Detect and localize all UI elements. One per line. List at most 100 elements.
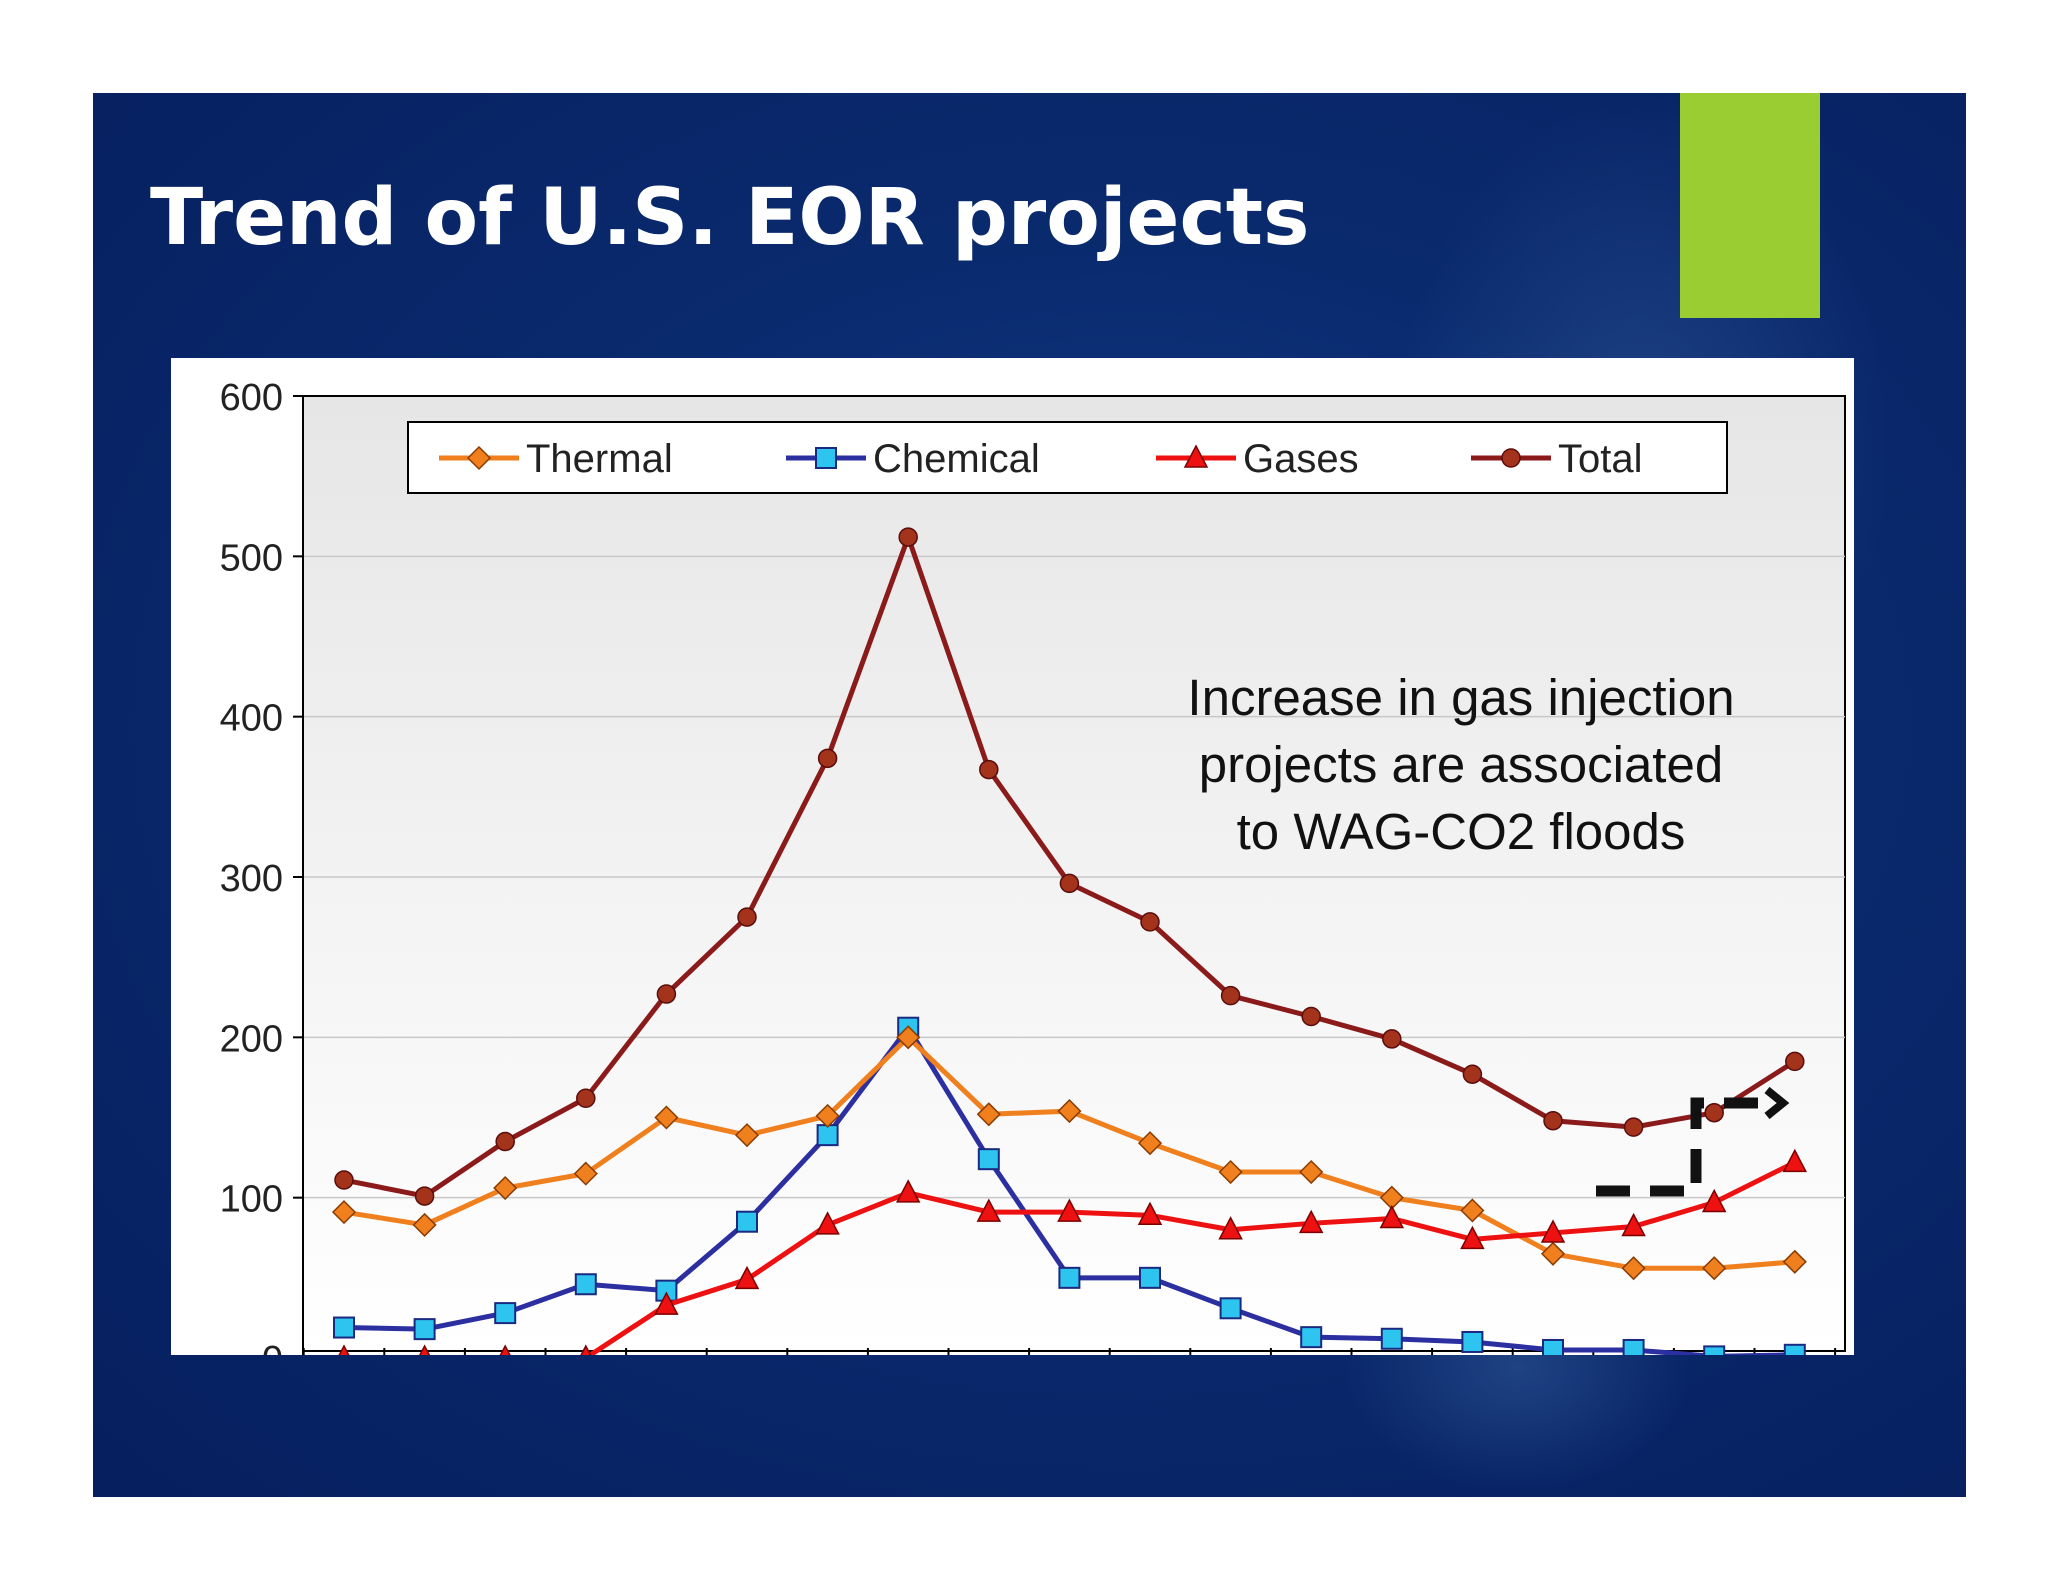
- circle-marker: [1462, 1064, 1483, 1084]
- gridlines: [303, 555, 1845, 1199]
- square-marker: [1380, 1327, 1403, 1350]
- square-marker: [494, 1302, 517, 1325]
- circle-marker: [979, 759, 999, 780]
- diamond-marker: [466, 445, 492, 471]
- diamond-marker: [1782, 1249, 1807, 1274]
- triangle-marker: [1701, 1188, 1727, 1213]
- square-marker: [1783, 1343, 1806, 1355]
- y-tick-label: 500: [220, 537, 283, 579]
- circle-marker: [576, 1088, 596, 1109]
- annotation: Increase in gas injection projects are a…: [1187, 669, 1734, 860]
- legend-label: Thermal: [526, 437, 673, 481]
- triangle-marker: [1298, 1209, 1324, 1234]
- triangle-marker: [895, 1179, 921, 1203]
- series-layer: [331, 527, 1808, 1355]
- circle-marker: [1785, 1051, 1805, 1072]
- legend-item-chemical: Chemical: [786, 437, 1040, 481]
- square-marker: [1461, 1330, 1484, 1353]
- triangle-marker: [580, 1344, 592, 1355]
- plot-area: [302, 395, 1846, 1352]
- diamond-marker: [976, 1102, 1001, 1127]
- circle-marker: [334, 1170, 354, 1190]
- diamond-marker: [1702, 1256, 1727, 1281]
- slide-background: Trend of U.S. EOR projects 0 100 200 300 400…: [93, 93, 1966, 1497]
- circle-marker: [1301, 1006, 1321, 1027]
- triangle-marker: [654, 1291, 679, 1315]
- square-marker: [413, 1318, 436, 1341]
- diamond-marker: [896, 1025, 921, 1050]
- y-axis: 0 100 200 300 400 500 600: [220, 377, 304, 1355]
- diamond-marker: [654, 1105, 679, 1130]
- accent-block: [1680, 93, 1820, 318]
- series-gases: [338, 1148, 1808, 1355]
- diamond-marker: [331, 1200, 357, 1225]
- series-total: [334, 527, 1805, 1206]
- triangle-marker: [1183, 444, 1209, 468]
- legend-label: Gases: [1243, 437, 1359, 481]
- chart-panel: 0 100 200 300 400 500 600 Increase in gas inje…: [171, 358, 1854, 1355]
- square-marker: [1219, 1297, 1242, 1320]
- triangle-marker: [1057, 1198, 1082, 1222]
- diamond-marker: [734, 1123, 760, 1148]
- triangle-marker: [1137, 1201, 1163, 1226]
- slide-title: Trend of U.S. EOR projects: [150, 173, 1310, 263]
- legend-item-gases: Gases: [1156, 437, 1359, 481]
- legend-label: Total: [1558, 437, 1643, 481]
- x-axis-ticks: [302, 1348, 1837, 1355]
- square-marker: [1622, 1338, 1645, 1355]
- eor-projects-chart: 0 100 200 300 400 500 600 Increase in gas inje…: [220, 377, 1846, 1355]
- circle-marker: [737, 907, 757, 927]
- y-tick-label: 100: [220, 1179, 283, 1221]
- y-tick-label: 300: [220, 858, 283, 900]
- legend: Thermal Chemical Gases Total: [407, 421, 1728, 494]
- square-marker: [816, 1124, 839, 1147]
- circle-marker: [1704, 1102, 1724, 1123]
- diamond-marker: [1057, 1099, 1082, 1124]
- diamond-marker: [573, 1161, 598, 1186]
- circle-marker: [495, 1131, 515, 1152]
- diamond-marker: [1218, 1159, 1243, 1185]
- square-marker: [1300, 1326, 1323, 1349]
- square-marker: [333, 1316, 355, 1339]
- square-marker: [977, 1148, 1000, 1171]
- circle-marker: [656, 984, 677, 1004]
- triangle-marker: [1540, 1219, 1566, 1243]
- annotation-line-1: Increase in gas injection: [1187, 669, 1734, 726]
- legend-item-total: Total: [1471, 437, 1643, 481]
- circle-marker: [1059, 873, 1080, 894]
- diamond-marker: [1137, 1131, 1163, 1156]
- triangle-marker: [815, 1211, 840, 1235]
- circle-marker: [1220, 985, 1241, 1006]
- triangle-marker: [499, 1344, 511, 1355]
- y-tick-label: 600: [220, 377, 283, 419]
- triangle-marker: [734, 1265, 760, 1290]
- y-tick-label: 400: [220, 698, 283, 740]
- circle-marker: [414, 1186, 435, 1206]
- square-marker: [1542, 1338, 1564, 1355]
- diamond-marker: [1540, 1241, 1566, 1266]
- diamond-marker: [1299, 1159, 1324, 1185]
- square-marker: [815, 447, 837, 469]
- square-marker: [1703, 1345, 1726, 1355]
- square-marker: [736, 1210, 758, 1233]
- triangle-marker: [1782, 1148, 1808, 1173]
- triangle-marker: [1379, 1204, 1405, 1229]
- annotation-line-3: to WAG-CO2 floods: [1237, 803, 1686, 860]
- series-thermal: [331, 1025, 1807, 1281]
- dashed-step-path: [1596, 1097, 1777, 1197]
- triangle-marker: [976, 1198, 1002, 1222]
- dashed-step-arrow: [1596, 1086, 1790, 1197]
- triangle-marker: [1218, 1216, 1243, 1240]
- triangle-marker: [1621, 1212, 1646, 1237]
- legend-label: Chemical: [873, 437, 1040, 481]
- square-marker: [574, 1273, 597, 1296]
- y-tick-label: 200: [220, 1018, 283, 1060]
- annotation-line-2: projects are associated: [1199, 736, 1723, 793]
- triangle-marker: [1460, 1225, 1485, 1250]
- triangle-marker: [338, 1344, 350, 1355]
- y-tick-label: 0: [262, 1339, 283, 1355]
- circle-marker: [1501, 448, 1521, 468]
- circle-marker: [1623, 1117, 1644, 1137]
- triangle-marker: [419, 1344, 431, 1355]
- diamond-marker: [493, 1175, 518, 1201]
